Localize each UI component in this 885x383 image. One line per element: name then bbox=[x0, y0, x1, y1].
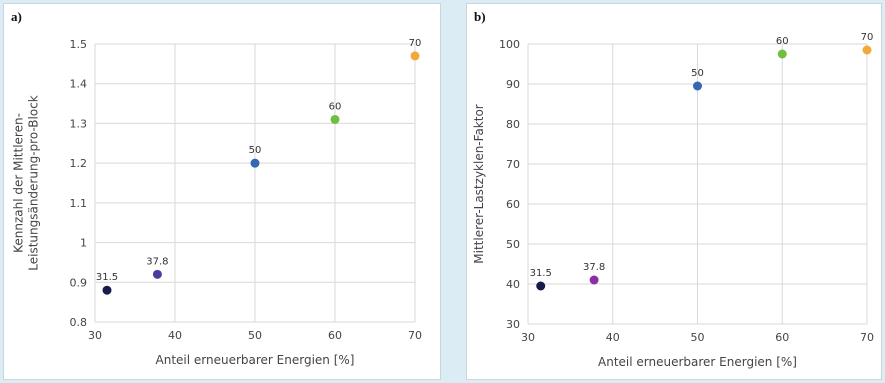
x-tick-label: 70 bbox=[408, 329, 422, 342]
y-tick-label: 70 bbox=[506, 158, 520, 171]
x-tick-label: 40 bbox=[606, 331, 620, 344]
chart-panel-a: a) 0.8 0.9 1 1.1 1.2 1.3 1.4 1.5 30 40 50 60 70 Antei… bbox=[3, 3, 441, 380]
x-tick-label: 30 bbox=[521, 331, 535, 344]
y-tick-label: 60 bbox=[506, 198, 520, 211]
data-point bbox=[102, 285, 112, 295]
data-point bbox=[589, 275, 599, 285]
data-label: 31.5 bbox=[96, 272, 118, 283]
data-point bbox=[862, 45, 872, 55]
scatter-chart-a: 0.8 0.9 1 1.1 1.2 1.3 1.4 1.5 30 40 50 60 70 Anteil e… bbox=[12, 38, 423, 367]
y-axis-title: Leistungsänderung-pro-Block bbox=[27, 95, 41, 271]
data-point bbox=[536, 281, 546, 291]
y-tick-label: 1.3 bbox=[70, 117, 88, 130]
data-label: 70 bbox=[409, 38, 422, 49]
y-tick-label: 1.2 bbox=[70, 157, 88, 170]
y-tick-label: 1.1 bbox=[70, 197, 88, 210]
data-label: 50 bbox=[691, 68, 704, 79]
x-axis-title: Anteil erneuerbarer Energien [%] bbox=[598, 355, 797, 369]
x-tick-label: 60 bbox=[328, 329, 342, 342]
y-tick-label: 0.8 bbox=[70, 316, 88, 329]
y-tick-label: 0.9 bbox=[70, 276, 88, 289]
y-tick-label: 50 bbox=[506, 238, 520, 251]
data-point bbox=[152, 269, 162, 279]
data-label: 31.5 bbox=[530, 268, 552, 279]
x-axis-title: Anteil erneuerbarer Energien [%] bbox=[156, 353, 355, 367]
x-tick-label: 40 bbox=[168, 329, 182, 342]
x-tick-label: 70 bbox=[860, 331, 874, 344]
panel-label-b: b) bbox=[474, 9, 486, 24]
data-point bbox=[250, 158, 260, 168]
data-label: 50 bbox=[249, 145, 262, 156]
data-point bbox=[777, 49, 787, 59]
data-label: 37.8 bbox=[583, 262, 605, 273]
data-point bbox=[693, 81, 702, 91]
y-tick-label: 1 bbox=[80, 237, 87, 250]
data-label: 60 bbox=[776, 36, 789, 47]
data-label: 37.8 bbox=[146, 256, 168, 267]
chart-panel-b: b) 30 40 50 60 70 80 90 100 30 40 50 60 70 Anteil ern… bbox=[466, 3, 882, 380]
x-tick-label: 30 bbox=[88, 329, 102, 342]
y-tick-label: 90 bbox=[506, 78, 520, 91]
y-tick-label: 80 bbox=[506, 118, 520, 131]
scatter-chart-b: 30 40 50 60 70 80 90 100 30 40 50 60 70 Anteil erneue… bbox=[472, 32, 874, 369]
y-axis-title: Mittlerer-Lastzyklen-Faktor bbox=[472, 104, 486, 264]
x-tick-label: 50 bbox=[248, 329, 262, 342]
y-tick-label: 1.5 bbox=[70, 38, 88, 51]
data-label: 60 bbox=[329, 101, 342, 112]
y-tick-label: 30 bbox=[506, 318, 520, 331]
data-point bbox=[330, 114, 340, 124]
panel-label-a: a) bbox=[11, 9, 22, 24]
y-tick-label: 1.4 bbox=[70, 78, 88, 91]
data-point bbox=[410, 51, 420, 61]
y-axis-title: Kennzahl der Mittleren- bbox=[12, 113, 26, 253]
y-tick-label: 40 bbox=[506, 278, 520, 291]
data-label: 70 bbox=[861, 32, 874, 43]
x-tick-label: 60 bbox=[775, 331, 789, 344]
x-tick-label: 50 bbox=[691, 331, 705, 344]
y-tick-label: 100 bbox=[499, 38, 520, 51]
